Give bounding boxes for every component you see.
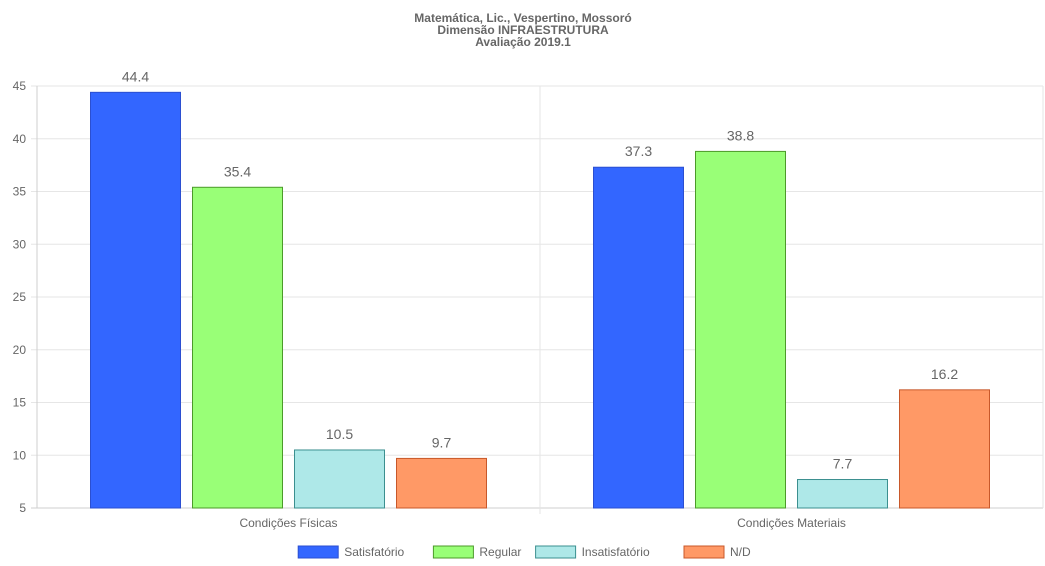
data-label: 44.4: [122, 68, 149, 84]
data-label: 9.7: [432, 434, 452, 450]
bar: [396, 457, 487, 509]
y-tick-label: 40: [13, 132, 27, 146]
data-label: 7.7: [833, 456, 853, 472]
y-tick-label: 30: [13, 237, 27, 251]
legend-item[interactable]: Satisfatório: [297, 545, 405, 559]
data-label: 35.4: [224, 163, 251, 179]
bar: [192, 186, 283, 509]
y-tick-label: 20: [13, 343, 27, 357]
legend-swatch: [297, 545, 339, 559]
legend-label: N/D: [730, 545, 751, 559]
y-tick-label: 15: [13, 396, 27, 410]
bars: [90, 91, 990, 509]
data-label: 10.5: [326, 426, 353, 442]
title-line: Avaliação 2019.1: [475, 35, 571, 49]
bar: [593, 166, 684, 509]
legend-label: Regular: [479, 545, 521, 559]
chart-title: Matemática, Lic., Vespertino, MossoróDim…: [414, 11, 631, 49]
legend-swatch: [535, 545, 577, 559]
legend-item[interactable]: Regular: [432, 545, 521, 559]
title-line: Matemática, Lic., Vespertino, Mossoró: [414, 11, 631, 25]
data-labels: 44.4 35.4 10.5 9.7 37.3 38.8 7.7 16.2: [122, 68, 958, 471]
bar: [797, 479, 888, 509]
grid: [31, 85, 1044, 514]
bar: [695, 150, 786, 509]
data-label: 16.2: [931, 366, 958, 382]
legend-label: Insatisfatório: [582, 545, 650, 559]
legend-swatch: [683, 545, 725, 559]
y-tick-label: 35: [13, 185, 27, 199]
title-line: Dimensão INFRAESTRUTURA: [437, 23, 609, 37]
legend-swatch: [432, 545, 474, 559]
legend[interactable]: Satisfatório Regular Insatisfatório N/D: [297, 545, 751, 559]
y-tick-label: 45: [13, 79, 27, 93]
legend-label: Satisfatório: [344, 545, 404, 559]
y-tick-label: 5: [19, 501, 26, 515]
bar: [294, 449, 385, 509]
legend-item[interactable]: Insatisfatório: [535, 545, 650, 559]
x-tick-label: Condições Materiais: [737, 516, 846, 530]
data-label: 38.8: [727, 127, 754, 143]
y-tick-label: 10: [13, 448, 27, 462]
bar: [90, 91, 181, 509]
x-axis: Condições Físicas Condições Materiais: [239, 516, 845, 530]
y-tick-label: 25: [13, 290, 27, 304]
data-label: 37.3: [625, 143, 652, 159]
x-tick-label: Condições Físicas: [239, 516, 337, 530]
bar: [899, 389, 990, 509]
legend-item[interactable]: N/D: [683, 545, 751, 559]
y-axis: 5 10 15 20 25 30 35 40 45: [13, 79, 27, 515]
